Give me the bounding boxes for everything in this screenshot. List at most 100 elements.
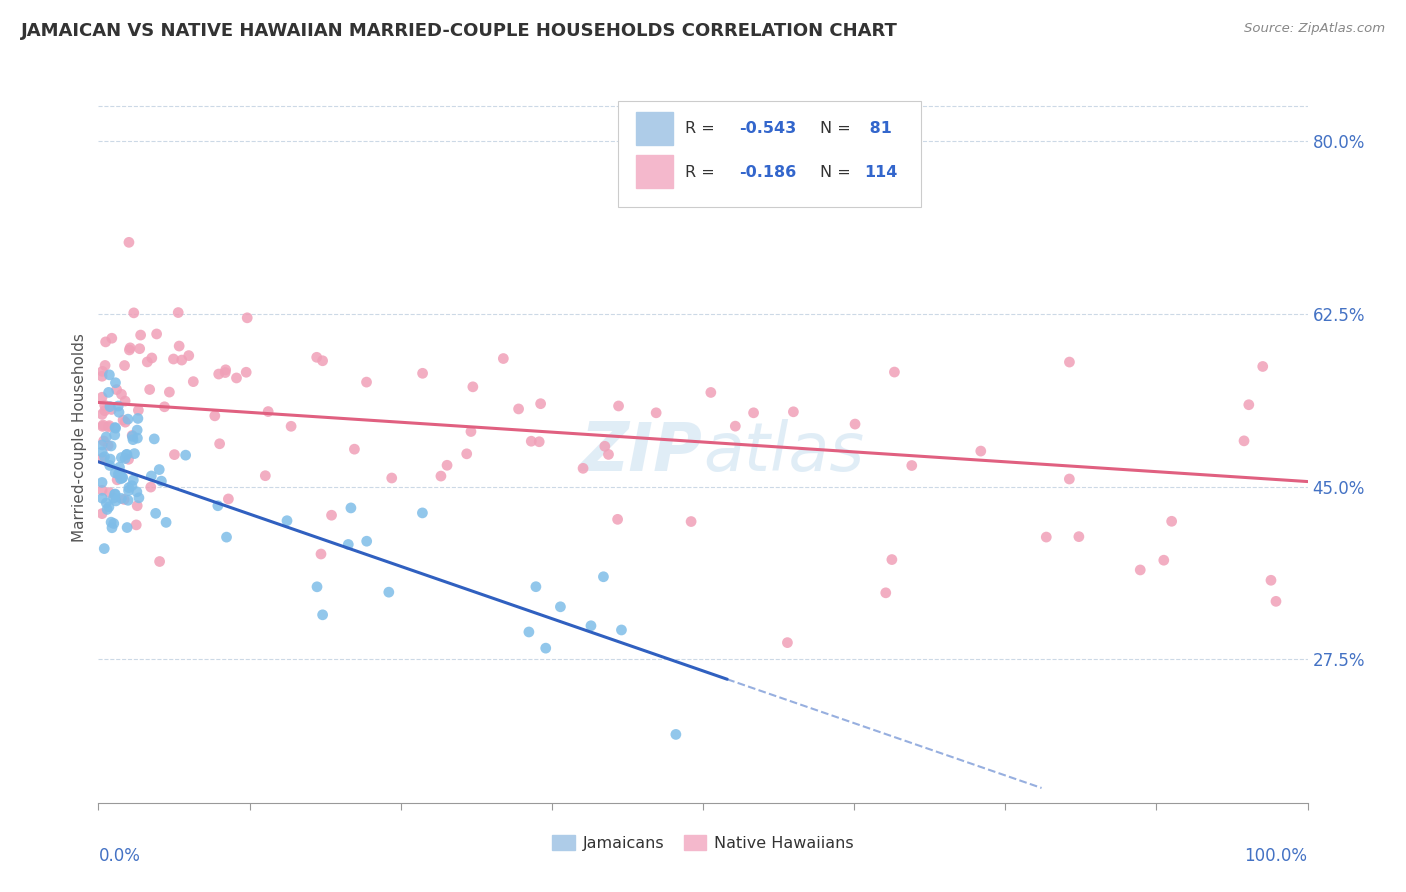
- Point: [1067, 530, 1090, 544]
- Point: [110, 450, 132, 465]
- Point: [412, 366, 434, 380]
- Point: [378, 585, 401, 599]
- Point: [1260, 574, 1282, 588]
- Point: [118, 481, 141, 495]
- Point: [143, 432, 166, 446]
- Point: [112, 413, 135, 427]
- Point: [356, 534, 378, 549]
- Point: [91, 419, 114, 434]
- Text: R =: R =: [685, 165, 720, 180]
- Point: [125, 484, 148, 499]
- Point: [157, 385, 180, 400]
- Point: [114, 394, 136, 409]
- Text: ZIP: ZIP: [581, 418, 703, 484]
- Point: [91, 483, 114, 498]
- Point: [100, 402, 122, 417]
- Point: [1129, 563, 1152, 577]
- Text: 114: 114: [863, 165, 897, 180]
- Point: [91, 491, 114, 506]
- Point: [645, 406, 668, 420]
- Point: [117, 493, 139, 508]
- Text: 0.0%: 0.0%: [98, 847, 141, 864]
- FancyBboxPatch shape: [637, 155, 672, 188]
- Point: [225, 371, 247, 385]
- Point: [782, 405, 804, 419]
- Point: [593, 439, 616, 453]
- Text: N =: N =: [820, 121, 851, 136]
- Point: [117, 452, 139, 467]
- Point: [606, 512, 628, 526]
- Point: [550, 599, 572, 614]
- Point: [98, 452, 121, 467]
- Point: [97, 500, 120, 514]
- Point: [91, 369, 114, 384]
- Point: [215, 530, 238, 544]
- Text: N =: N =: [820, 165, 851, 180]
- Point: [103, 491, 125, 505]
- Point: [91, 451, 114, 466]
- Legend: Jamaicans, Native Hawaiians: Jamaicans, Native Hawaiians: [546, 828, 860, 857]
- Point: [1160, 514, 1182, 528]
- Point: [305, 580, 328, 594]
- Point: [235, 365, 257, 379]
- Point: [127, 403, 149, 417]
- Point: [343, 442, 366, 457]
- Point: [145, 507, 167, 521]
- Point: [1265, 594, 1288, 608]
- Point: [121, 428, 143, 442]
- Point: [1059, 355, 1081, 369]
- Point: [91, 445, 114, 459]
- Text: JAMAICAN VS NATIVE HAWAIIAN MARRIED-COUPLE HOUSEHOLDS CORRELATION CHART: JAMAICAN VS NATIVE HAWAIIAN MARRIED-COUP…: [21, 22, 898, 40]
- Point: [120, 341, 142, 355]
- Point: [309, 547, 332, 561]
- Point: [104, 376, 127, 390]
- Point: [214, 366, 236, 380]
- Point: [520, 434, 543, 449]
- Point: [117, 412, 139, 426]
- Point: [114, 415, 136, 429]
- Point: [492, 351, 515, 366]
- Point: [97, 385, 120, 400]
- Point: [110, 387, 132, 401]
- Text: -0.543: -0.543: [740, 121, 797, 136]
- Point: [204, 409, 226, 423]
- Point: [121, 478, 143, 492]
- Point: [724, 419, 747, 434]
- Point: [91, 438, 114, 452]
- Point: [104, 420, 127, 434]
- Point: [114, 451, 136, 466]
- Point: [105, 473, 128, 487]
- Point: [530, 397, 553, 411]
- Point: [141, 351, 163, 365]
- Point: [276, 514, 298, 528]
- Point: [1153, 553, 1175, 567]
- Point: [517, 624, 540, 639]
- Point: [127, 423, 149, 437]
- Point: [572, 461, 595, 475]
- Point: [127, 499, 149, 513]
- Point: [104, 466, 127, 480]
- Point: [107, 399, 129, 413]
- Point: [91, 475, 114, 490]
- Point: [122, 473, 145, 487]
- Point: [115, 520, 138, 534]
- Point: [136, 355, 159, 369]
- Y-axis label: Married-couple Households: Married-couple Households: [72, 333, 87, 541]
- Point: [321, 508, 343, 523]
- Point: [305, 351, 328, 365]
- Point: [145, 326, 167, 341]
- Point: [110, 491, 132, 506]
- Point: [101, 331, 124, 345]
- Point: [125, 517, 148, 532]
- Point: [875, 586, 897, 600]
- Point: [104, 428, 127, 442]
- Point: [148, 462, 170, 476]
- Point: [127, 431, 149, 445]
- Point: [101, 521, 124, 535]
- Point: [107, 467, 129, 481]
- Point: [104, 487, 127, 501]
- Point: [579, 619, 602, 633]
- Point: [174, 448, 197, 462]
- Point: [167, 305, 190, 319]
- Point: [1251, 359, 1274, 374]
